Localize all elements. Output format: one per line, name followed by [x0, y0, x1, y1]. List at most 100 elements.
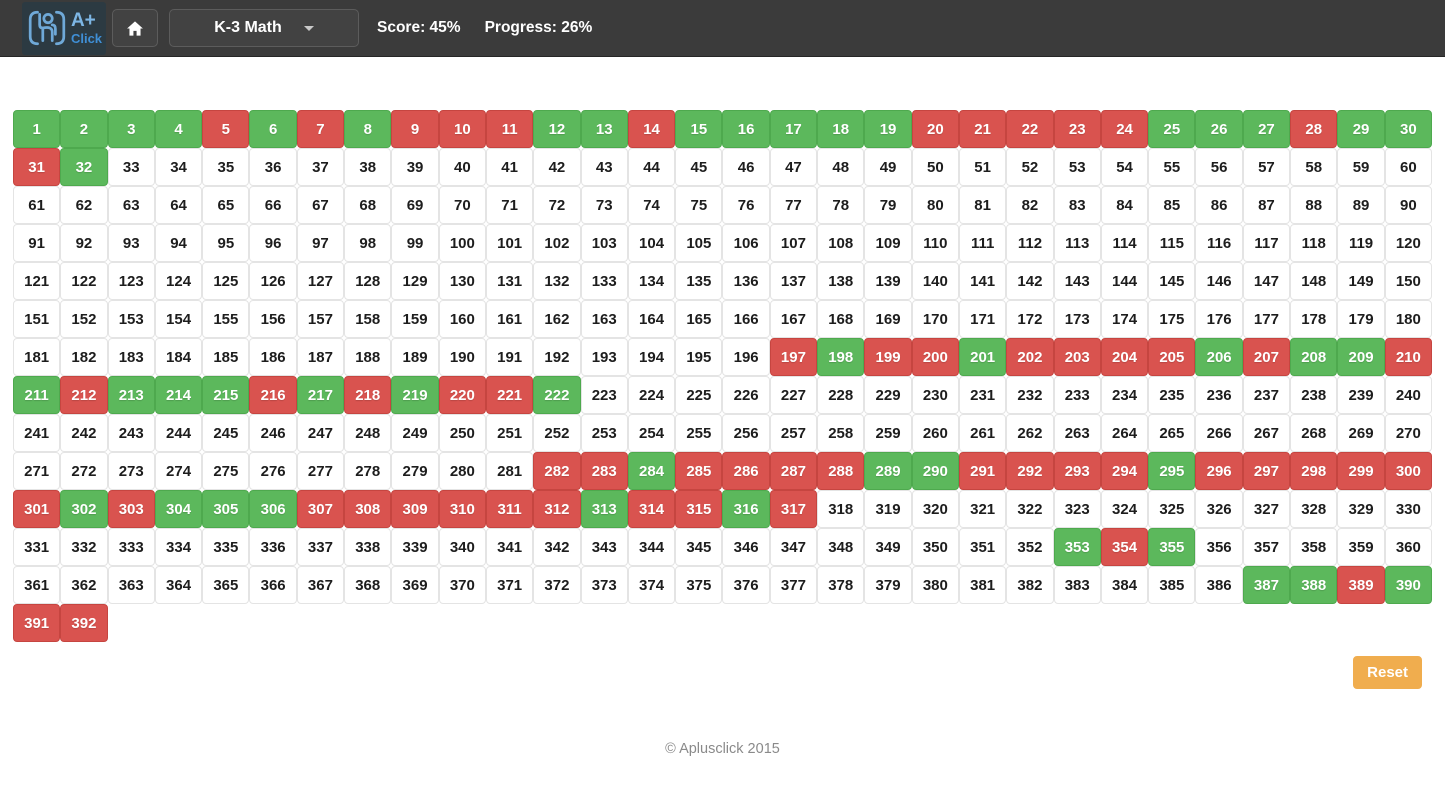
problem-cell-241[interactable]: 241: [13, 414, 61, 452]
problem-cell-382[interactable]: 382: [1006, 566, 1054, 604]
problem-cell-99[interactable]: 99: [391, 224, 439, 262]
problem-cell-354[interactable]: 354: [1100, 528, 1149, 566]
problem-cell-383[interactable]: 383: [1053, 566, 1101, 604]
problem-cell-29[interactable]: 29: [1337, 110, 1385, 148]
aplusclick-logo[interactable]: A+ Click: [22, 1, 106, 55]
problem-cell-101[interactable]: 101: [485, 224, 534, 262]
problem-cell-86[interactable]: 86: [1195, 186, 1243, 224]
problem-cell-311[interactable]: 311: [485, 490, 534, 528]
problem-cell-203[interactable]: 203: [1053, 338, 1101, 376]
problem-cell-379[interactable]: 379: [864, 566, 912, 604]
problem-cell-61[interactable]: 61: [13, 186, 61, 224]
problem-cell-27[interactable]: 27: [1242, 110, 1291, 148]
problem-cell-88[interactable]: 88: [1290, 186, 1338, 224]
problem-cell-24[interactable]: 24: [1100, 110, 1149, 148]
problem-cell-116[interactable]: 116: [1195, 224, 1243, 262]
problem-cell-31[interactable]: 31: [13, 148, 61, 186]
problem-cell-38[interactable]: 38: [344, 148, 392, 186]
problem-cell-312[interactable]: 312: [533, 490, 581, 528]
problem-cell-65[interactable]: 65: [202, 186, 250, 224]
problem-cell-271[interactable]: 271: [13, 452, 61, 490]
problem-cell-82[interactable]: 82: [1006, 186, 1054, 224]
problem-cell-197[interactable]: 197: [769, 338, 818, 376]
problem-cell-175[interactable]: 175: [1148, 300, 1196, 338]
problem-cell-190[interactable]: 190: [438, 338, 486, 376]
problem-cell-314[interactable]: 314: [627, 490, 676, 528]
problem-cell-228[interactable]: 228: [817, 376, 865, 414]
problem-cell-97[interactable]: 97: [296, 224, 345, 262]
home-button[interactable]: [112, 9, 158, 47]
problem-cell-389[interactable]: 389: [1337, 566, 1385, 604]
problem-cell-220[interactable]: 220: [438, 376, 486, 414]
problem-cell-321[interactable]: 321: [958, 490, 1007, 528]
problem-cell-135[interactable]: 135: [675, 262, 723, 300]
problem-cell-362[interactable]: 362: [60, 566, 108, 604]
problem-cell-272[interactable]: 272: [60, 452, 108, 490]
problem-cell-33[interactable]: 33: [107, 148, 155, 186]
problem-cell-81[interactable]: 81: [958, 186, 1007, 224]
problem-cell-15[interactable]: 15: [675, 110, 723, 148]
problem-cell-333[interactable]: 333: [107, 528, 155, 566]
problem-cell-83[interactable]: 83: [1053, 186, 1101, 224]
problem-cell-235[interactable]: 235: [1148, 376, 1196, 414]
problem-cell-216[interactable]: 216: [249, 376, 297, 414]
problem-cell-342[interactable]: 342: [533, 528, 581, 566]
problem-cell-279[interactable]: 279: [391, 452, 439, 490]
problem-cell-16[interactable]: 16: [722, 110, 770, 148]
problem-cell-59[interactable]: 59: [1337, 148, 1385, 186]
problem-cell-267[interactable]: 267: [1242, 414, 1291, 452]
problem-cell-122[interactable]: 122: [60, 262, 108, 300]
problem-cell-341[interactable]: 341: [485, 528, 534, 566]
problem-cell-70[interactable]: 70: [438, 186, 486, 224]
problem-cell-355[interactable]: 355: [1148, 528, 1196, 566]
problem-cell-157[interactable]: 157: [296, 300, 345, 338]
problem-cell-196[interactable]: 196: [722, 338, 770, 376]
problem-cell-381[interactable]: 381: [958, 566, 1007, 604]
problem-cell-48[interactable]: 48: [817, 148, 865, 186]
problem-cell-68[interactable]: 68: [344, 186, 392, 224]
problem-cell-337[interactable]: 337: [296, 528, 345, 566]
reset-button[interactable]: Reset: [1353, 656, 1422, 689]
problem-cell-281[interactable]: 281: [485, 452, 534, 490]
problem-cell-36[interactable]: 36: [249, 148, 297, 186]
problem-cell-104[interactable]: 104: [627, 224, 676, 262]
problem-cell-186[interactable]: 186: [249, 338, 297, 376]
problem-cell-258[interactable]: 258: [817, 414, 865, 452]
problem-cell-174[interactable]: 174: [1100, 300, 1149, 338]
problem-cell-179[interactable]: 179: [1337, 300, 1385, 338]
problem-cell-313[interactable]: 313: [580, 490, 628, 528]
problem-cell-390[interactable]: 390: [1384, 566, 1432, 604]
problem-cell-78[interactable]: 78: [817, 186, 865, 224]
problem-cell-240[interactable]: 240: [1384, 376, 1432, 414]
problem-cell-291[interactable]: 291: [958, 452, 1007, 490]
problem-cell-329[interactable]: 329: [1337, 490, 1385, 528]
problem-cell-149[interactable]: 149: [1337, 262, 1385, 300]
problem-cell-301[interactable]: 301: [13, 490, 61, 528]
problem-cell-282[interactable]: 282: [533, 452, 581, 490]
problem-cell-213[interactable]: 213: [107, 376, 155, 414]
problem-cell-49[interactable]: 49: [864, 148, 912, 186]
problem-cell-133[interactable]: 133: [580, 262, 628, 300]
problem-cell-322[interactable]: 322: [1006, 490, 1054, 528]
problem-cell-388[interactable]: 388: [1290, 566, 1338, 604]
problem-cell-328[interactable]: 328: [1290, 490, 1338, 528]
problem-cell-74[interactable]: 74: [627, 186, 676, 224]
problem-cell-137[interactable]: 137: [769, 262, 818, 300]
problem-cell-3[interactable]: 3: [107, 110, 155, 148]
problem-cell-278[interactable]: 278: [344, 452, 392, 490]
problem-cell-276[interactable]: 276: [249, 452, 297, 490]
problem-cell-105[interactable]: 105: [675, 224, 723, 262]
problem-cell-231[interactable]: 231: [958, 376, 1007, 414]
problem-cell-42[interactable]: 42: [533, 148, 581, 186]
problem-cell-41[interactable]: 41: [485, 148, 534, 186]
problem-cell-109[interactable]: 109: [864, 224, 912, 262]
problem-cell-34[interactable]: 34: [154, 148, 203, 186]
problem-cell-53[interactable]: 53: [1053, 148, 1101, 186]
problem-cell-293[interactable]: 293: [1053, 452, 1101, 490]
problem-cell-364[interactable]: 364: [154, 566, 203, 604]
problem-cell-120[interactable]: 120: [1384, 224, 1432, 262]
problem-cell-273[interactable]: 273: [107, 452, 155, 490]
problem-cell-351[interactable]: 351: [958, 528, 1007, 566]
problem-cell-345[interactable]: 345: [675, 528, 723, 566]
problem-cell-153[interactable]: 153: [107, 300, 155, 338]
